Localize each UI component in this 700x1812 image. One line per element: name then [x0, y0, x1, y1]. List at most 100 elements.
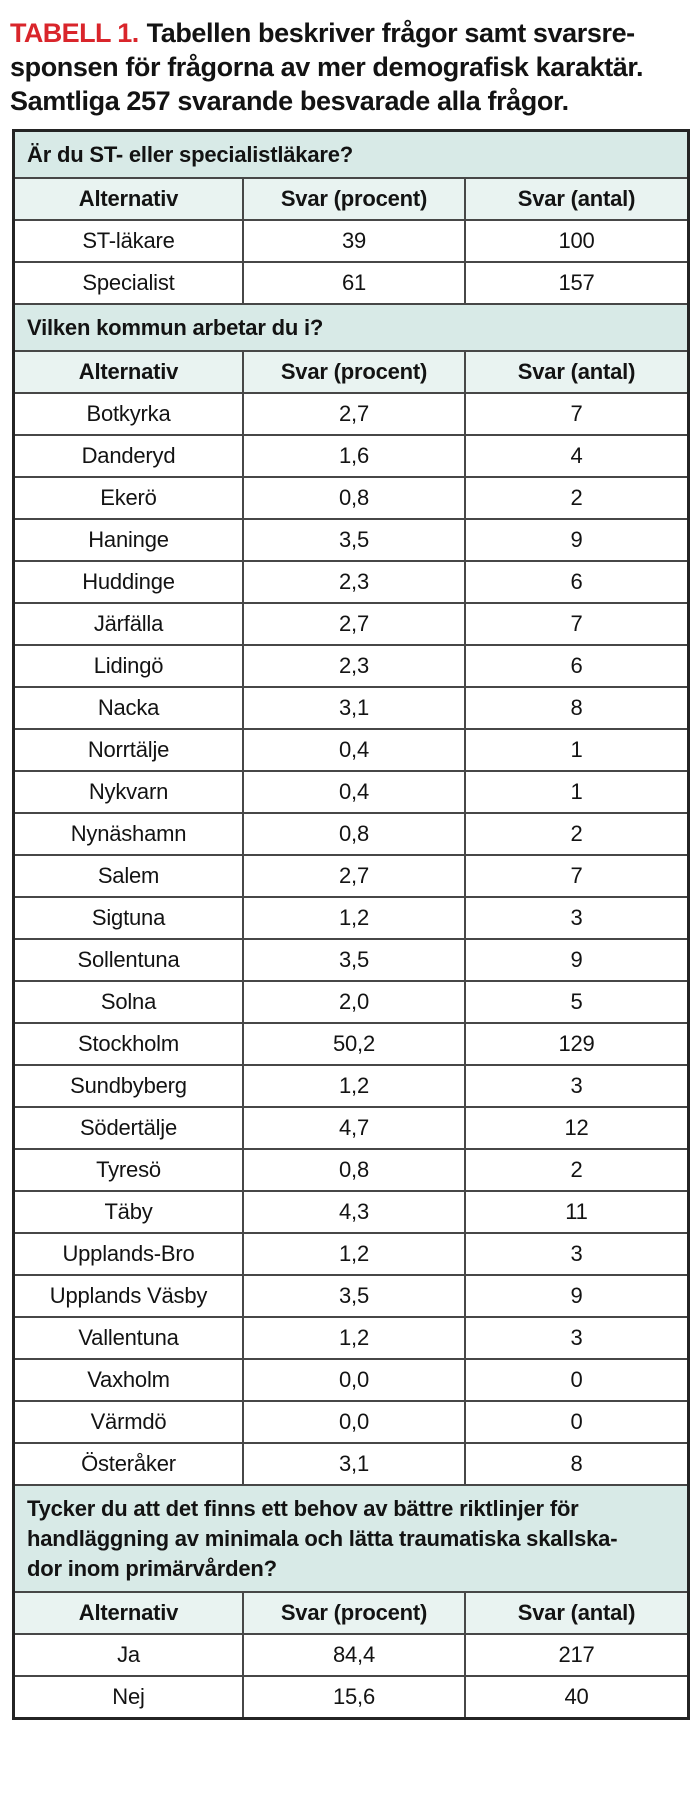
alternative-cell: Vaxholm [87, 1367, 170, 1392]
percent-cell: 3,1 [242, 1444, 464, 1484]
percent-cell: 1,6 [242, 436, 464, 476]
alternative-cell: Österåker [81, 1451, 176, 1476]
percent-cell: 2,3 [242, 562, 464, 602]
table-row: Botkyrka 2,7 7 [15, 392, 687, 434]
alternative-cell: Danderyd [81, 443, 176, 468]
alternative-cell: Ja [117, 1642, 140, 1667]
percent-cell: 39 [242, 221, 464, 261]
count-cell: 2 [464, 814, 687, 854]
table-row: Upplands-Bro 1,2 3 [15, 1232, 687, 1274]
percent-cell: 0,8 [242, 814, 464, 854]
table-row: Upplands Väsby 3,5 9 [15, 1274, 687, 1316]
column-header: Svar (antal) [464, 1593, 687, 1633]
count-cell: 129 [464, 1024, 687, 1064]
table-row: Ekerö 0,8 2 [15, 476, 687, 518]
question-header: Är du ST- eller specialistläkare? [15, 132, 687, 177]
column-header: Svar (procent) [242, 179, 464, 219]
table-row: Lidingö 2,3 6 [15, 644, 687, 686]
table-row: Stockholm 50,2 129 [15, 1022, 687, 1064]
count-cell: 6 [464, 562, 687, 602]
alternative-cell: Nykvarn [88, 779, 169, 804]
table-row: Ja 84,4 217 [15, 1633, 687, 1675]
alternative-cell: Norrtälje [87, 737, 170, 762]
column-header: Svar (antal) [464, 179, 687, 219]
percent-cell: 4,3 [242, 1192, 464, 1232]
count-cell: 1 [464, 772, 687, 812]
table-caption: TABELL 1. Tabellen beskriver frågor samt … [0, 0, 700, 118]
table-row: Nacka 3,1 8 [15, 686, 687, 728]
count-cell: 1 [464, 730, 687, 770]
alternative-cell: Stockholm [78, 1031, 179, 1056]
question-line: handläggning av minimala och lätta traum… [27, 1526, 618, 1551]
alternative-cell: Nacka [97, 695, 160, 720]
table-caption-line-2: sponsen för frågorna av mer demografisk … [10, 52, 644, 82]
table-row: Södertälje 4,7 12 [15, 1106, 687, 1148]
percent-cell: 1,2 [242, 1066, 464, 1106]
alternative-cell: Ekerö [100, 485, 157, 510]
percent-cell: 0,0 [242, 1402, 464, 1442]
alternative-cell: Huddinge [82, 569, 175, 594]
percent-cell: 2,0 [242, 982, 464, 1022]
table-row: Haninge 3,5 9 [15, 518, 687, 560]
alternative-cell: Nynäshamn [70, 821, 187, 846]
question-line: Vilken kommun arbetar du i? [27, 315, 324, 340]
count-cell: 3 [464, 898, 687, 938]
table-row: Sollentuna 3,5 9 [15, 938, 687, 980]
count-cell: 11 [464, 1192, 687, 1232]
count-cell: 2 [464, 478, 687, 518]
column-header: Svar (procent) [242, 352, 464, 392]
question-line: Tycker du att det finns ett behov av bät… [27, 1496, 579, 1521]
count-cell: 217 [464, 1635, 687, 1675]
column-header-row: Alternativ Svar (procent) Svar (antal) [15, 350, 687, 392]
alternative-cell: Upplands-Bro [62, 1241, 195, 1266]
question-header: Tycker du att det finns ett behov av bät… [15, 1484, 687, 1591]
count-cell: 9 [464, 1276, 687, 1316]
alternative-cell: Södertälje [79, 1115, 178, 1140]
alternative-cell: Värmdö [90, 1409, 167, 1434]
alternative-cell: Järfälla [93, 611, 164, 636]
count-cell: 9 [464, 520, 687, 560]
table-row: Sigtuna 1,2 3 [15, 896, 687, 938]
percent-cell: 15,6 [242, 1677, 464, 1717]
count-cell: 40 [464, 1677, 687, 1717]
table-row: Huddinge 2,3 6 [15, 560, 687, 602]
percent-cell: 50,2 [242, 1024, 464, 1064]
count-cell: 4 [464, 436, 687, 476]
count-cell: 6 [464, 646, 687, 686]
count-cell: 3 [464, 1318, 687, 1358]
question-line: dor inom primärvården? [27, 1556, 277, 1581]
count-cell: 12 [464, 1108, 687, 1148]
count-cell: 8 [464, 688, 687, 728]
alternative-cell: Specialist [82, 270, 175, 295]
alternative-cell: Salem [97, 863, 160, 888]
percent-cell: 1,2 [242, 898, 464, 938]
table-row: Österåker 3,1 8 [15, 1442, 687, 1484]
count-cell: 7 [464, 394, 687, 434]
percent-cell: 0,0 [242, 1360, 464, 1400]
percent-cell: 3,1 [242, 688, 464, 728]
question-line: Är du ST- eller specialistläkare? [27, 142, 353, 167]
count-cell: 7 [464, 856, 687, 896]
percent-cell: 0,8 [242, 1150, 464, 1190]
table-caption-line-1: Tabellen beskriver frågor samt svarsre- [146, 18, 636, 48]
table-row: Järfälla 2,7 7 [15, 602, 687, 644]
table-row: Specialist 61 157 [15, 261, 687, 303]
alternative-cell: Solna [100, 989, 157, 1014]
count-cell: 0 [464, 1360, 687, 1400]
count-cell: 7 [464, 604, 687, 644]
percent-cell: 2,7 [242, 604, 464, 644]
table-row: Värmdö 0,0 0 [15, 1400, 687, 1442]
alternative-cell: Tyresö [96, 1157, 161, 1182]
count-cell: 2 [464, 1150, 687, 1190]
percent-cell: 0,4 [242, 772, 464, 812]
percent-cell: 3,5 [242, 1276, 464, 1316]
count-cell: 9 [464, 940, 687, 980]
column-header-row: Alternativ Svar (procent) Svar (antal) [15, 177, 687, 219]
percent-cell: 84,4 [242, 1635, 464, 1675]
column-header: Svar (procent) [242, 1593, 464, 1633]
alternative-cell: Sigtuna [91, 905, 166, 930]
alternative-cell: Botkyrka [86, 401, 171, 426]
alternative-cell: Nej [112, 1684, 145, 1709]
alternative-cell: Haninge [88, 527, 169, 552]
